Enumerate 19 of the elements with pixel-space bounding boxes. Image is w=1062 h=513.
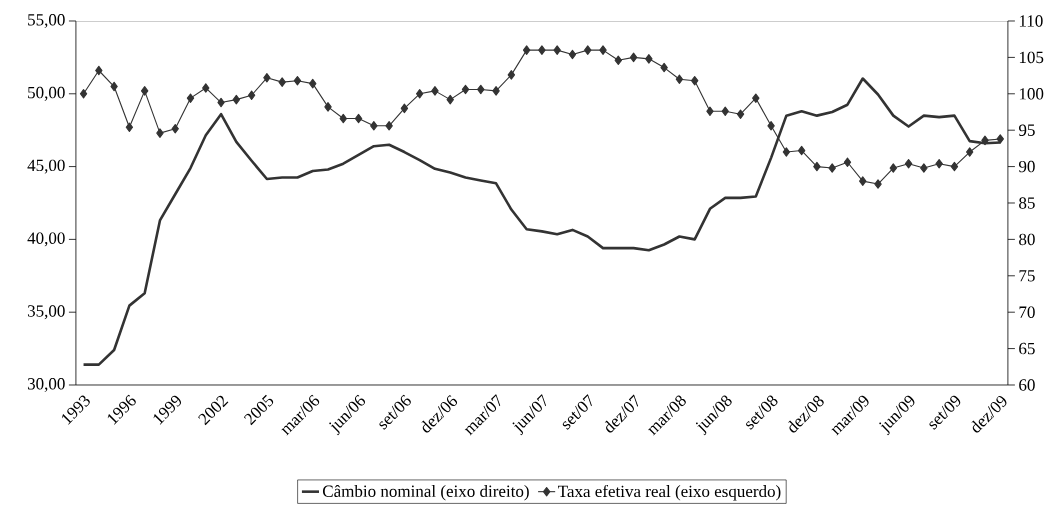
- y2-tick-label: 90: [1018, 160, 1035, 173]
- y-tick-label: 45,00: [27, 159, 65, 174]
- y2-tick-label: 80: [1019, 233, 1035, 246]
- y-tick-label: 35,00: [27, 305, 65, 320]
- y2-tick-label: 110: [1019, 15, 1043, 27]
- y-tick-label: 30,00: [27, 378, 65, 392]
- y2-tick-label: 60: [1019, 379, 1035, 391]
- y2-tick-label: 100: [1019, 88, 1044, 100]
- y-tick-label: 55,00: [28, 14, 65, 28]
- y-tick-label: 40,00: [27, 232, 65, 247]
- y-tick-label: 50,00: [28, 86, 65, 101]
- y2-tick-label: 105: [1019, 51, 1044, 64]
- legend-label: Taxa efetiva real (eixo esquerdo): [558, 484, 781, 501]
- y2-tick-label: 70: [1019, 306, 1035, 318]
- y2-tick-label: 85: [1019, 197, 1035, 209]
- y2-tick-label: 65: [1019, 342, 1035, 355]
- y2-tick-label: 75: [1019, 270, 1035, 282]
- legend-label: Câmbio nominal (eixo direito): [322, 485, 529, 501]
- y2-tick-label: 95: [1018, 124, 1035, 136]
